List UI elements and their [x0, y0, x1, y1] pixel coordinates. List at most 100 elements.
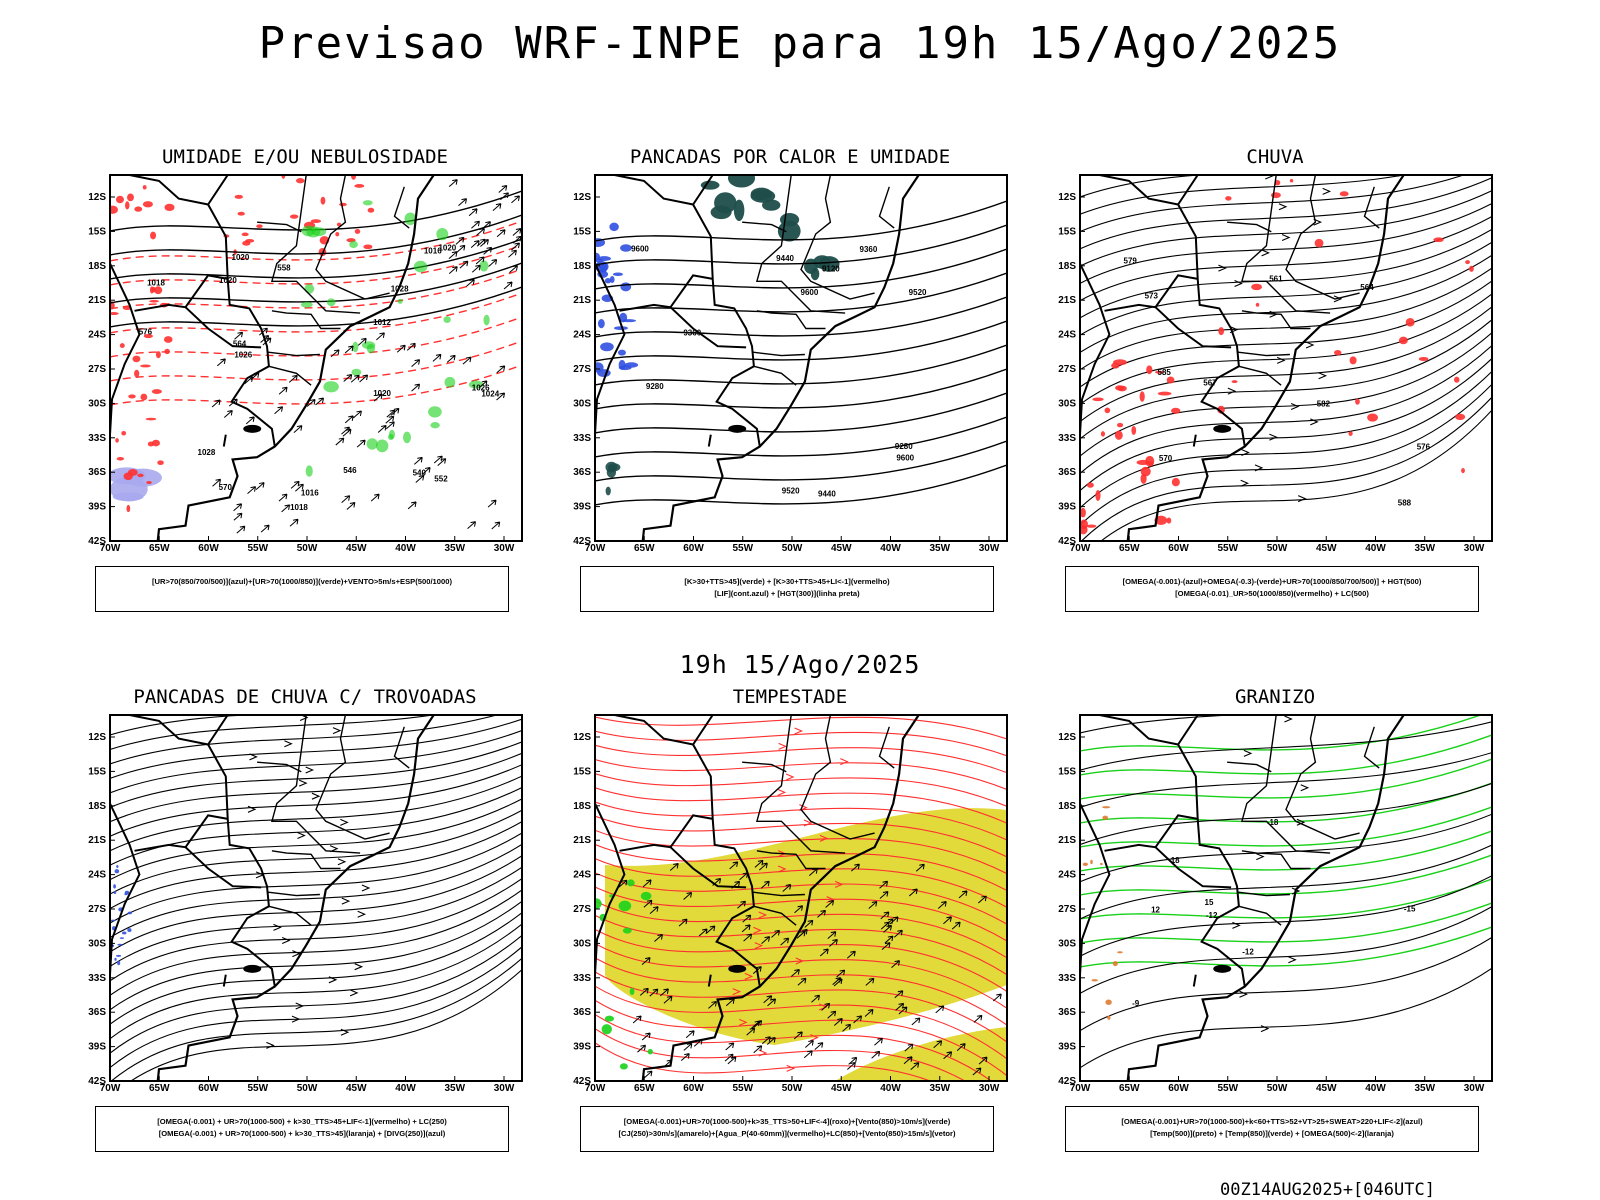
- shaded-area: [617, 349, 626, 356]
- contour-label: 1024: [481, 389, 499, 398]
- streamline: [110, 752, 522, 823]
- state-border: [1363, 726, 1380, 769]
- shaded-area: [624, 362, 639, 368]
- lat-label: 42S: [88, 1076, 106, 1087]
- lon-label: 55W: [247, 1083, 268, 1094]
- contour-label: -9: [1132, 999, 1140, 1008]
- wind-vector: [407, 501, 417, 510]
- shaded-area: [1100, 862, 1103, 866]
- shaded-area: [140, 364, 151, 368]
- contour-label: 567: [1203, 378, 1217, 387]
- lat-label: 21S: [88, 295, 106, 306]
- contour-line: [595, 248, 1007, 290]
- lon-label: 30W: [1464, 1083, 1485, 1094]
- shaded-area: [402, 431, 411, 444]
- shaded-area: [1145, 455, 1155, 467]
- arrow-head: [1296, 818, 1306, 826]
- main-title: Previsao WRF-INPE para 19h 15/Ago/2025: [258, 18, 1342, 69]
- wind-vector: [255, 482, 265, 490]
- shaded-area: [609, 222, 619, 232]
- panel-title: CHUVA: [1246, 146, 1304, 168]
- shaded-area: [134, 206, 143, 212]
- shaded-area: [121, 931, 127, 935]
- wind-vector: [448, 251, 458, 260]
- arrow-head: [298, 779, 308, 787]
- shaded-area: [242, 240, 251, 246]
- contour-label: -15: [1404, 904, 1416, 913]
- contour-line: [1080, 926, 1492, 968]
- streamline: [1080, 332, 1492, 457]
- arrow-head: [1269, 433, 1278, 441]
- arrow-head: [341, 897, 351, 905]
- wind-vector: [456, 244, 466, 253]
- shaded-area: [618, 900, 632, 912]
- contour-label: 18: [1171, 856, 1180, 865]
- lon-label: 50W: [1267, 1083, 1288, 1094]
- streamline: [1080, 967, 1492, 1069]
- shaded-area: [154, 286, 163, 295]
- wind-vector: [433, 455, 443, 464]
- contour-label: 9600: [896, 453, 914, 462]
- shaded-area: [1082, 862, 1089, 866]
- shaded-area: [1092, 397, 1104, 402]
- arrow-head: [1276, 356, 1286, 364]
- contour-line: [1080, 715, 1483, 752]
- wind-vector: [500, 192, 509, 201]
- lon-label: 60W: [1168, 1083, 1189, 1094]
- streamline: [1080, 215, 1492, 302]
- country-border: [129, 715, 209, 746]
- country-border: [184, 846, 262, 889]
- map-content: [110, 715, 522, 1081]
- shaded-area: [256, 224, 263, 228]
- wind-vector: [724, 1053, 734, 1062]
- map-granizo: -12 -12 -15 -18 12 15 18 -9 12S 15S 18S 21S 24S 27S 30…: [1058, 714, 1493, 1094]
- streamline: [1080, 721, 1492, 771]
- contour-line: [110, 364, 522, 406]
- arrow-head: [786, 1064, 796, 1072]
- lat-label: 36S: [1058, 1007, 1076, 1018]
- arrow-head: [273, 923, 282, 931]
- streamline: [595, 900, 1007, 959]
- state-border: [1240, 175, 1331, 314]
- arrow-head: [292, 950, 301, 958]
- legend-line-1: [OMEGA(-0.001)+UR>70(1000-500)+k<60+TTS>…: [1121, 1117, 1423, 1126]
- lon-label: 35W: [929, 1083, 950, 1094]
- streamline: [595, 1014, 993, 1081]
- lat-label: 21S: [573, 295, 591, 306]
- map-frame: [594, 174, 1008, 542]
- wind-vector: [483, 246, 493, 255]
- shaded-area: [818, 256, 840, 272]
- streamline: [1080, 241, 1492, 336]
- state-border: [1240, 715, 1331, 854]
- wind-vector: [871, 1050, 881, 1059]
- streamline: [595, 858, 1007, 908]
- lon-label: 30W: [494, 543, 515, 554]
- lon-label: 55W: [247, 543, 268, 554]
- streamline: [1080, 715, 1240, 734]
- streamline: [1080, 396, 1492, 541]
- shaded-area: [149, 286, 154, 294]
- streamline: [595, 744, 1007, 774]
- wind-vector: [343, 374, 353, 382]
- shaded-area: [362, 341, 376, 349]
- state-border: [1238, 905, 1282, 926]
- wind-vector: [893, 929, 903, 938]
- lat-label: 24S: [573, 330, 591, 341]
- streamline: [1080, 254, 1492, 353]
- shaded-area: [804, 258, 818, 274]
- wind-vector: [448, 266, 458, 274]
- shaded-area: [367, 207, 375, 213]
- shaded-area: [147, 441, 155, 447]
- wind-vector: [883, 924, 892, 933]
- streamline: [1080, 203, 1492, 284]
- shaded-area: [1348, 431, 1353, 436]
- arrow-head: [739, 1018, 748, 1026]
- shaded-area: [1171, 407, 1181, 414]
- lon-label: 40W: [395, 543, 416, 554]
- shaded-area: [1469, 265, 1474, 272]
- wind-vector: [903, 1056, 913, 1065]
- wind-vector: [259, 327, 268, 336]
- lat-label: 18S: [88, 801, 106, 812]
- arrow-head: [295, 1002, 305, 1010]
- contour-label: 1018: [147, 279, 165, 288]
